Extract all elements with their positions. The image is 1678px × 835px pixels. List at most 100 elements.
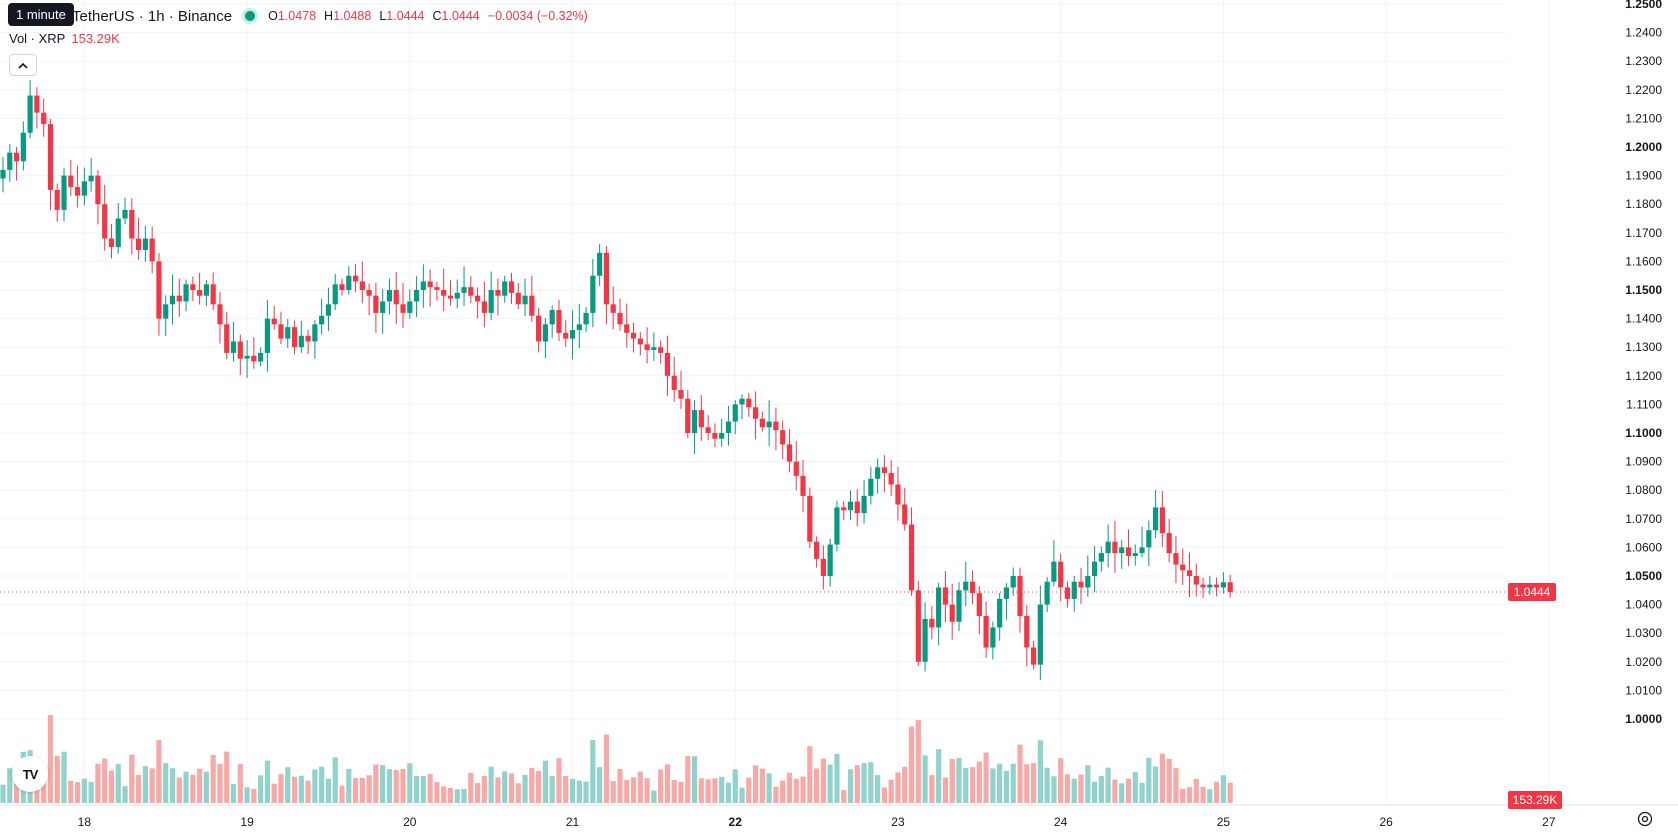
candle-body — [163, 304, 169, 319]
candle-body — [461, 287, 467, 293]
price-tick-label: 1.0100 — [1625, 683, 1662, 697]
volume-bar — [990, 768, 996, 803]
candle-body — [502, 281, 508, 296]
candle-body — [81, 181, 87, 196]
price-tick-label: 1.0400 — [1625, 598, 1662, 612]
candle-body — [339, 284, 345, 290]
collapse-legend-button[interactable] — [9, 54, 37, 76]
settings-gear-icon[interactable] — [1636, 810, 1654, 828]
candle-body — [1186, 570, 1193, 576]
volume-bar — [637, 771, 643, 803]
candle-body — [922, 618, 928, 662]
candle-body — [1214, 584, 1220, 588]
volume-bar — [671, 780, 677, 803]
chart-grid — [0, 0, 1678, 806]
volume-bar — [13, 774, 20, 803]
candle-body — [1010, 576, 1016, 588]
candle-body — [929, 618, 935, 628]
candle-body — [176, 295, 182, 302]
volume-bar — [400, 768, 406, 803]
volume-bar — [786, 772, 793, 803]
volume-bar — [780, 780, 786, 803]
candle-body — [230, 341, 237, 353]
volume-bar — [902, 766, 908, 803]
volume-bar — [352, 777, 359, 803]
candle-body — [1085, 576, 1091, 588]
volume-bar — [1085, 765, 1091, 803]
ohlc-open: O1.0478 — [268, 9, 317, 23]
volume-bar — [549, 775, 555, 803]
volume-bar — [1078, 774, 1084, 803]
candle-body — [861, 495, 867, 514]
candle-body — [251, 355, 257, 362]
candle-body — [549, 310, 555, 325]
candle-body — [68, 175, 74, 188]
candle-body — [149, 238, 155, 262]
volume-bar — [129, 754, 135, 803]
volume-bar — [1186, 787, 1193, 803]
candle-body — [617, 312, 623, 325]
volume-bar — [47, 715, 54, 803]
volume-bar — [251, 788, 257, 803]
market-status-icon[interactable] — [242, 8, 259, 24]
volume-bar — [183, 771, 189, 803]
tradingview-logo[interactable]: TV — [12, 756, 48, 792]
candle-body — [814, 541, 820, 559]
candle-body — [1024, 616, 1030, 648]
volume-bar — [691, 756, 698, 803]
candle-body — [678, 390, 684, 399]
candle-body — [529, 295, 535, 316]
candle-body — [624, 324, 630, 333]
ohlc-low: L1.0444 — [379, 9, 425, 23]
price-tick-label: 1.1800 — [1625, 197, 1662, 211]
candlestick-series — [0, 79, 1233, 681]
candle-body — [271, 318, 277, 325]
price-tick-label: 1.2500 — [1625, 0, 1662, 11]
candle-body — [793, 461, 799, 476]
volume-bar — [719, 776, 725, 803]
volume-bar — [1058, 758, 1064, 803]
time-tick-label: 22 — [729, 815, 743, 829]
volume-bar — [569, 778, 576, 803]
volume-bar — [1146, 757, 1152, 803]
last-volume-label: 153.29K — [1513, 793, 1558, 807]
volume-bar — [190, 774, 196, 803]
volume-bar — [332, 757, 338, 803]
ohlc-high: H1.0488 — [324, 9, 372, 23]
volume-bar — [475, 783, 481, 803]
symbol-title[interactable]: TetherUS · 1h · Binance — [72, 7, 233, 25]
volume-bar — [617, 769, 623, 803]
candle-body — [590, 275, 596, 313]
candle-body — [285, 327, 291, 339]
volume-bar — [895, 772, 901, 803]
volume-bar — [1220, 775, 1226, 803]
candle-body — [691, 410, 698, 433]
candle-body — [705, 427, 711, 433]
volume-bar — [441, 786, 447, 803]
candle-body — [786, 444, 793, 462]
volume-bar — [156, 740, 162, 803]
volume-bar — [1200, 786, 1206, 803]
price-tick-label: 1.2200 — [1625, 83, 1662, 97]
volume-bar — [1071, 778, 1077, 803]
volume-bar — [1030, 762, 1037, 803]
volume-bar — [115, 764, 121, 803]
time-axis: 1819202122232425262728 — [78, 815, 1556, 829]
volume-bar — [814, 768, 820, 803]
candle-body — [610, 304, 616, 313]
candle-body — [875, 467, 881, 479]
volume-bar — [224, 751, 230, 803]
volume-bar — [413, 775, 420, 803]
candle-body — [183, 284, 189, 302]
candle-body — [475, 295, 481, 302]
candle-body — [319, 315, 325, 325]
candle-body — [1078, 581, 1084, 588]
price-tick-label: 1.1900 — [1625, 169, 1662, 183]
candle-body — [1125, 547, 1132, 556]
volume-bar — [515, 783, 521, 803]
volume-bar — [1153, 766, 1159, 803]
candle-body — [1166, 533, 1172, 554]
price-tick-label: 1.0300 — [1625, 626, 1662, 640]
volume-bar — [1051, 776, 1057, 803]
